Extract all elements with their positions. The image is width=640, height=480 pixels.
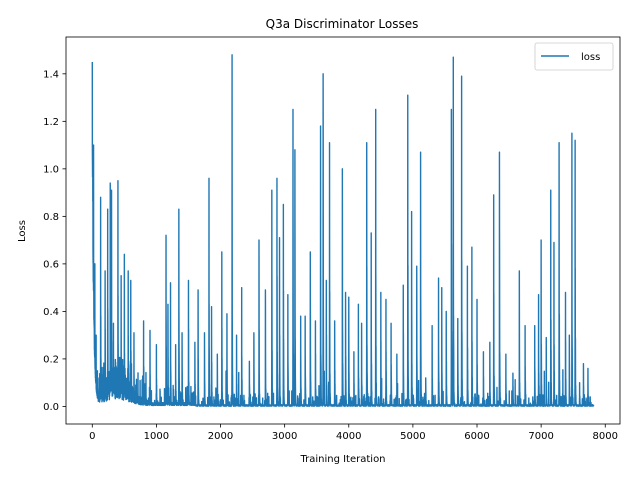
- legend-label: loss: [581, 52, 600, 63]
- x-tick-label: 2000: [208, 431, 233, 442]
- y-tick-label: 1.4: [43, 69, 59, 80]
- y-tick-label: 0.6: [43, 259, 59, 270]
- plot-area: [65, 36, 621, 425]
- x-axis-label: Training Iteration: [299, 454, 385, 465]
- x-tick-label: 3000: [272, 431, 297, 442]
- legend-box: [534, 42, 614, 71]
- x-tick-label: 0: [89, 431, 95, 442]
- x-tick-label: 5000: [400, 431, 425, 442]
- x-tick-label: 8000: [593, 431, 618, 442]
- x-tick-label: 1000: [144, 431, 169, 442]
- legend: loss: [534, 42, 614, 71]
- y-tick-label: 0.8: [43, 212, 59, 223]
- loss-series-line: [91, 54, 595, 407]
- chart-title: Q3a Discriminator Losses: [266, 17, 419, 31]
- x-tick-label: 7000: [528, 431, 553, 442]
- y-axis-label: Loss: [17, 220, 28, 242]
- y-axis: 0.0 0.2 0.4 0.6 0.8 1.0 1.2 1.4: [43, 69, 66, 413]
- x-tick-label: 6000: [464, 431, 489, 442]
- y-tick-label: 1.0: [43, 164, 59, 175]
- x-tick-label: 4000: [336, 431, 361, 442]
- x-axis: 0 1000 2000 3000 4000 5000 6000 7000 8000: [89, 424, 618, 442]
- y-tick-label: 1.2: [43, 117, 59, 128]
- series-group: [91, 54, 595, 407]
- y-tick-label: 0.4: [43, 307, 59, 318]
- y-tick-label: 0.2: [43, 354, 59, 365]
- plot-frame: [65, 36, 621, 425]
- y-tick-label: 0.0: [43, 402, 59, 413]
